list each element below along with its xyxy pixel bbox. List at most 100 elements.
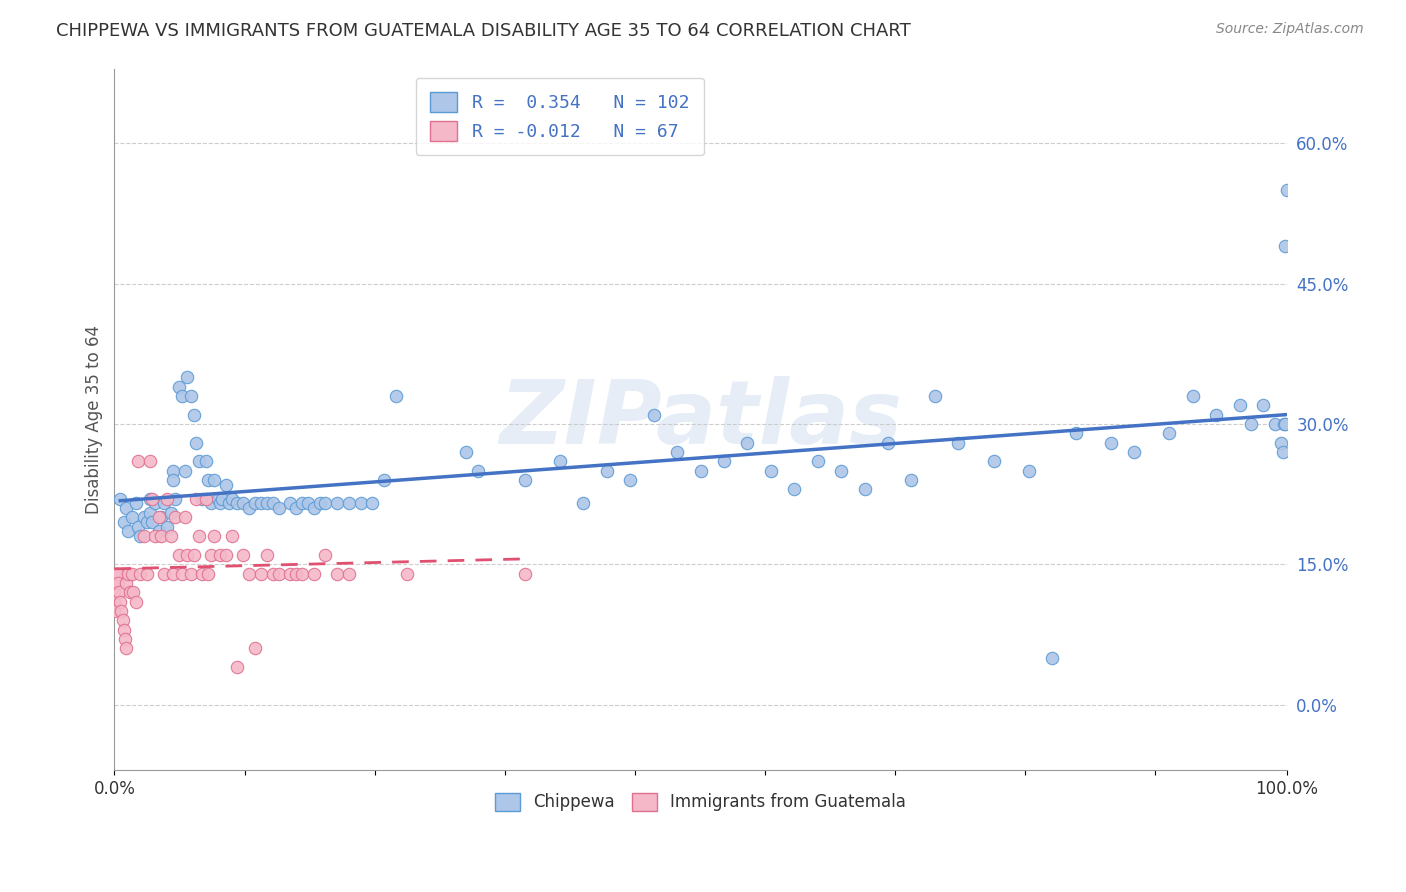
Point bbox=[1251, 398, 1274, 412]
Point bbox=[173, 464, 195, 478]
Point bbox=[127, 454, 149, 468]
Point bbox=[173, 510, 195, 524]
Point bbox=[948, 435, 970, 450]
Point bbox=[1181, 389, 1204, 403]
Point bbox=[208, 496, 231, 510]
Point bbox=[830, 464, 852, 478]
Point bbox=[467, 464, 489, 478]
Point bbox=[337, 566, 360, 581]
Point bbox=[112, 623, 135, 637]
Point bbox=[278, 496, 301, 510]
Point bbox=[211, 491, 233, 506]
Point bbox=[118, 585, 141, 599]
Point bbox=[191, 566, 214, 581]
Point bbox=[148, 510, 170, 524]
Point bbox=[1270, 435, 1292, 450]
Point bbox=[513, 566, 536, 581]
Point bbox=[124, 594, 146, 608]
Point bbox=[256, 496, 278, 510]
Point bbox=[202, 473, 225, 487]
Point bbox=[983, 454, 1005, 468]
Point bbox=[572, 496, 595, 510]
Point bbox=[1264, 417, 1286, 431]
Point bbox=[180, 389, 202, 403]
Point bbox=[238, 566, 260, 581]
Point bbox=[145, 529, 167, 543]
Point bbox=[267, 566, 290, 581]
Point bbox=[145, 496, 167, 510]
Point bbox=[107, 576, 129, 591]
Point bbox=[302, 566, 325, 581]
Point bbox=[121, 510, 143, 524]
Point bbox=[1099, 435, 1122, 450]
Point bbox=[807, 454, 830, 468]
Point bbox=[159, 529, 181, 543]
Point bbox=[302, 501, 325, 516]
Point bbox=[152, 496, 174, 510]
Point bbox=[454, 445, 477, 459]
Point bbox=[314, 496, 336, 510]
Point bbox=[172, 566, 194, 581]
Point bbox=[152, 566, 174, 581]
Point bbox=[141, 515, 163, 529]
Y-axis label: Disability Age 35 to 64: Disability Age 35 to 64 bbox=[86, 325, 103, 514]
Point bbox=[1240, 417, 1263, 431]
Point bbox=[110, 594, 132, 608]
Point bbox=[207, 491, 229, 506]
Point bbox=[197, 566, 219, 581]
Point bbox=[232, 496, 254, 510]
Point bbox=[1229, 398, 1251, 412]
Text: Source: ZipAtlas.com: Source: ZipAtlas.com bbox=[1216, 22, 1364, 37]
Point bbox=[713, 454, 735, 468]
Point bbox=[1040, 650, 1063, 665]
Point bbox=[337, 496, 360, 510]
Point bbox=[238, 501, 260, 516]
Point bbox=[291, 496, 314, 510]
Point bbox=[596, 464, 619, 478]
Point bbox=[1272, 417, 1295, 431]
Point bbox=[115, 576, 138, 591]
Point bbox=[513, 473, 536, 487]
Text: ZIPatlas: ZIPatlas bbox=[499, 376, 903, 463]
Point bbox=[194, 491, 217, 506]
Point bbox=[117, 524, 139, 539]
Point bbox=[103, 585, 125, 599]
Point bbox=[159, 506, 181, 520]
Point bbox=[384, 389, 406, 403]
Point bbox=[221, 529, 243, 543]
Point bbox=[103, 604, 125, 618]
Point bbox=[243, 641, 266, 656]
Point bbox=[132, 529, 155, 543]
Point bbox=[115, 501, 138, 516]
Point bbox=[853, 483, 876, 497]
Point bbox=[111, 613, 134, 627]
Point bbox=[197, 473, 219, 487]
Point bbox=[1159, 426, 1181, 441]
Point bbox=[132, 510, 155, 524]
Point bbox=[108, 585, 131, 599]
Point bbox=[110, 491, 132, 506]
Point bbox=[226, 496, 249, 510]
Point bbox=[250, 566, 273, 581]
Point bbox=[278, 566, 301, 581]
Point bbox=[138, 454, 160, 468]
Point bbox=[900, 473, 922, 487]
Point bbox=[373, 473, 395, 487]
Point bbox=[167, 379, 190, 393]
Point bbox=[129, 529, 152, 543]
Point bbox=[218, 496, 240, 510]
Point bbox=[285, 566, 308, 581]
Point bbox=[191, 491, 214, 506]
Point bbox=[136, 515, 159, 529]
Point bbox=[176, 370, 198, 384]
Point bbox=[194, 454, 217, 468]
Point bbox=[208, 548, 231, 562]
Point bbox=[162, 473, 184, 487]
Point bbox=[643, 408, 665, 422]
Point bbox=[326, 496, 349, 510]
Point bbox=[349, 496, 371, 510]
Point bbox=[156, 520, 179, 534]
Point bbox=[619, 473, 641, 487]
Point bbox=[308, 496, 330, 510]
Point bbox=[221, 491, 243, 506]
